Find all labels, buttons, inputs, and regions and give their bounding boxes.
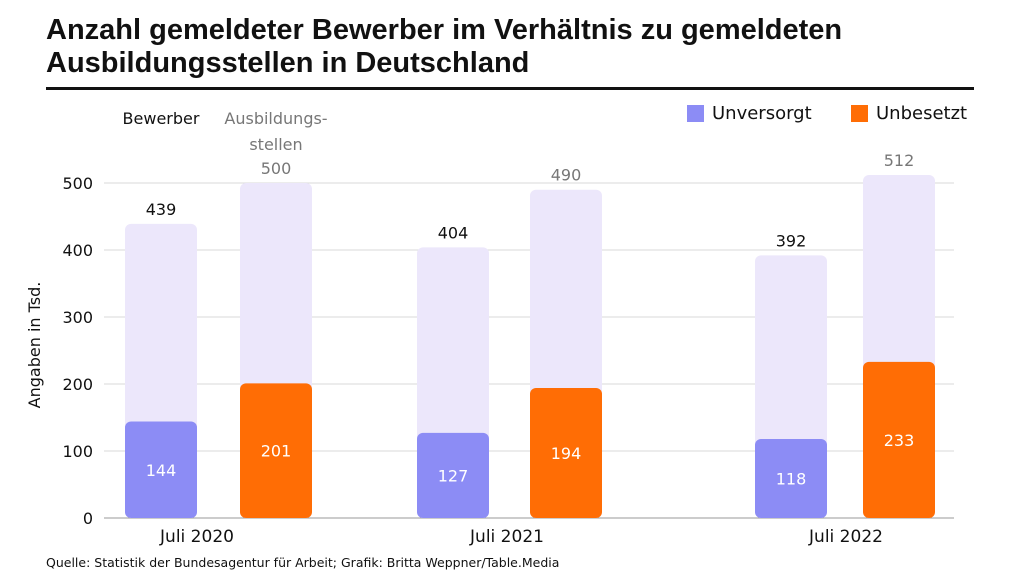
x-category-label: Juli 2020 (159, 527, 234, 547)
y-tick-label: 100 (62, 442, 93, 461)
title-divider (46, 87, 974, 90)
value-label-ausbildungsstellen: 490 (551, 166, 582, 185)
bar-unbesetzt (863, 361, 935, 518)
value-label-unbesetzt: 201 (261, 442, 292, 461)
bar-unversorgt (755, 438, 827, 518)
column-label-ausbildungsstellen: Ausbildungs- (224, 109, 327, 128)
y-tick-label: 0 (83, 509, 93, 528)
value-label-unbesetzt: 194 (551, 444, 582, 463)
legend-item-unbesetzt: Unbesetzt (851, 101, 967, 125)
value-label-bewerber: 439 (146, 200, 177, 219)
value-label-bewerber: 392 (776, 231, 807, 250)
chart-title: Anzahl gemeldeter Bewerber im Verhältnis… (46, 14, 843, 79)
value-label-unversorgt: 144 (146, 461, 177, 480)
legend-label-unversorgt: Unversorgt (712, 102, 812, 124)
value-label-ausbildungsstellen: 500 (261, 159, 292, 178)
value-label-ausbildungsstellen: 512 (884, 151, 915, 170)
y-tick-label: 400 (62, 241, 93, 260)
value-label-bewerber: 404 (438, 223, 469, 242)
source-note: Quelle: Statistik der Bundesagentur für … (46, 555, 560, 570)
y-tick-label: 300 (62, 308, 93, 327)
y-tick-label: 200 (62, 375, 93, 394)
bar-unversorgt (125, 421, 197, 518)
bar-unbesetzt (530, 388, 602, 518)
x-category-label: Juli 2022 (808, 527, 883, 547)
y-axis-label: Angaben in Tsd. (25, 282, 44, 409)
column-label-ausbildungsstellen-2: stellen (249, 135, 302, 154)
legend-swatch-unbesetzt (851, 104, 868, 122)
bar-unversorgt (417, 432, 489, 518)
legend-item-unversorgt: Unversorgt (687, 101, 812, 125)
legend-label-unbesetzt: Unbesetzt (876, 102, 968, 124)
value-label-unversorgt: 127 (438, 466, 469, 485)
x-category-label: Juli 2021 (469, 527, 544, 547)
y-tick-label: 500 (62, 174, 93, 193)
column-label-bewerber: Bewerber (123, 109, 200, 128)
bar-unbesetzt (240, 383, 312, 518)
value-label-unbesetzt: 233 (884, 431, 915, 450)
legend-swatch-unversorgt (687, 104, 704, 122)
value-label-unversorgt: 118 (776, 469, 807, 488)
